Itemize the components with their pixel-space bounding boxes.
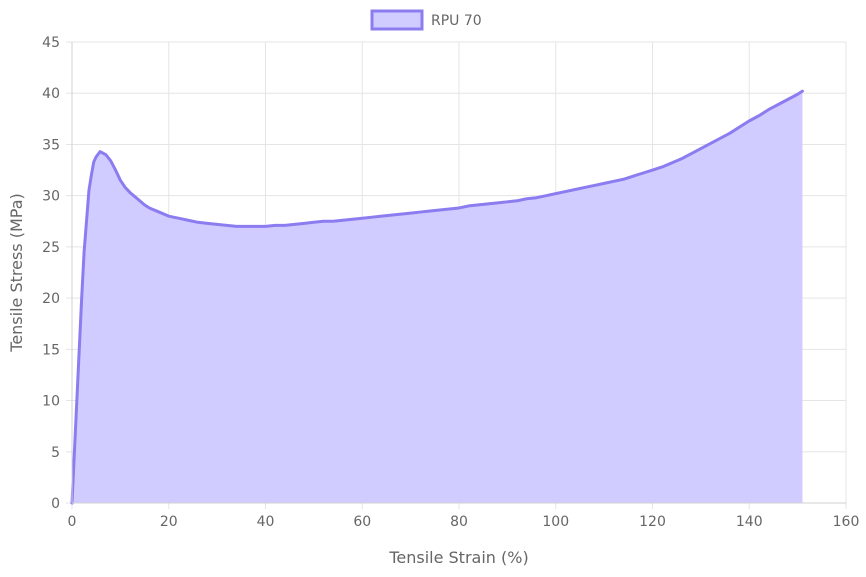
- y-tick-label: 20: [42, 291, 60, 307]
- x-axis-title: Tensile Strain (%): [388, 548, 528, 567]
- y-tick-label: 35: [42, 137, 60, 153]
- x-tick-label: 100: [542, 514, 569, 530]
- y-tick-label: 5: [51, 445, 60, 461]
- y-tick-label: 40: [42, 86, 60, 102]
- y-tick-label: 30: [42, 189, 60, 205]
- series-line[interactable]: [70, 89, 804, 505]
- y-tick-label: 15: [42, 342, 60, 358]
- legend[interactable]: RPU 70: [370, 9, 482, 31]
- x-tick-label: 60: [353, 514, 371, 530]
- x-tick-label: 80: [450, 514, 468, 530]
- x-tick-label: 20: [160, 514, 178, 530]
- x-tick-label: 0: [68, 514, 77, 530]
- y-tick-label: 45: [42, 35, 60, 51]
- y-tick-label: 0: [51, 496, 60, 512]
- legend-swatch[interactable]: [370, 9, 424, 31]
- x-tick-label: 40: [257, 514, 275, 530]
- legend-label[interactable]: RPU 70: [431, 13, 482, 29]
- x-tick-label: 160: [833, 514, 860, 530]
- y-axis-title: Tensile Stress (MPa): [7, 193, 26, 352]
- y-tick-label: 25: [42, 240, 60, 256]
- x-tick-label: 140: [736, 514, 763, 530]
- x-tick-label: 120: [639, 514, 666, 530]
- series-area-layer: [70, 89, 804, 505]
- axes: 0 20 40 60 80 100 120 140 160 0 5 10 15 20 25 30 35 40 45: [42, 35, 859, 530]
- y-tick-label: 10: [42, 394, 60, 410]
- series-area-fill: [72, 91, 803, 504]
